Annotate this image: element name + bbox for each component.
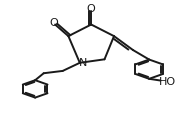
Text: N: N [78,58,87,68]
Text: O: O [50,18,59,28]
Text: O: O [87,4,96,14]
Text: HO: HO [159,76,176,86]
